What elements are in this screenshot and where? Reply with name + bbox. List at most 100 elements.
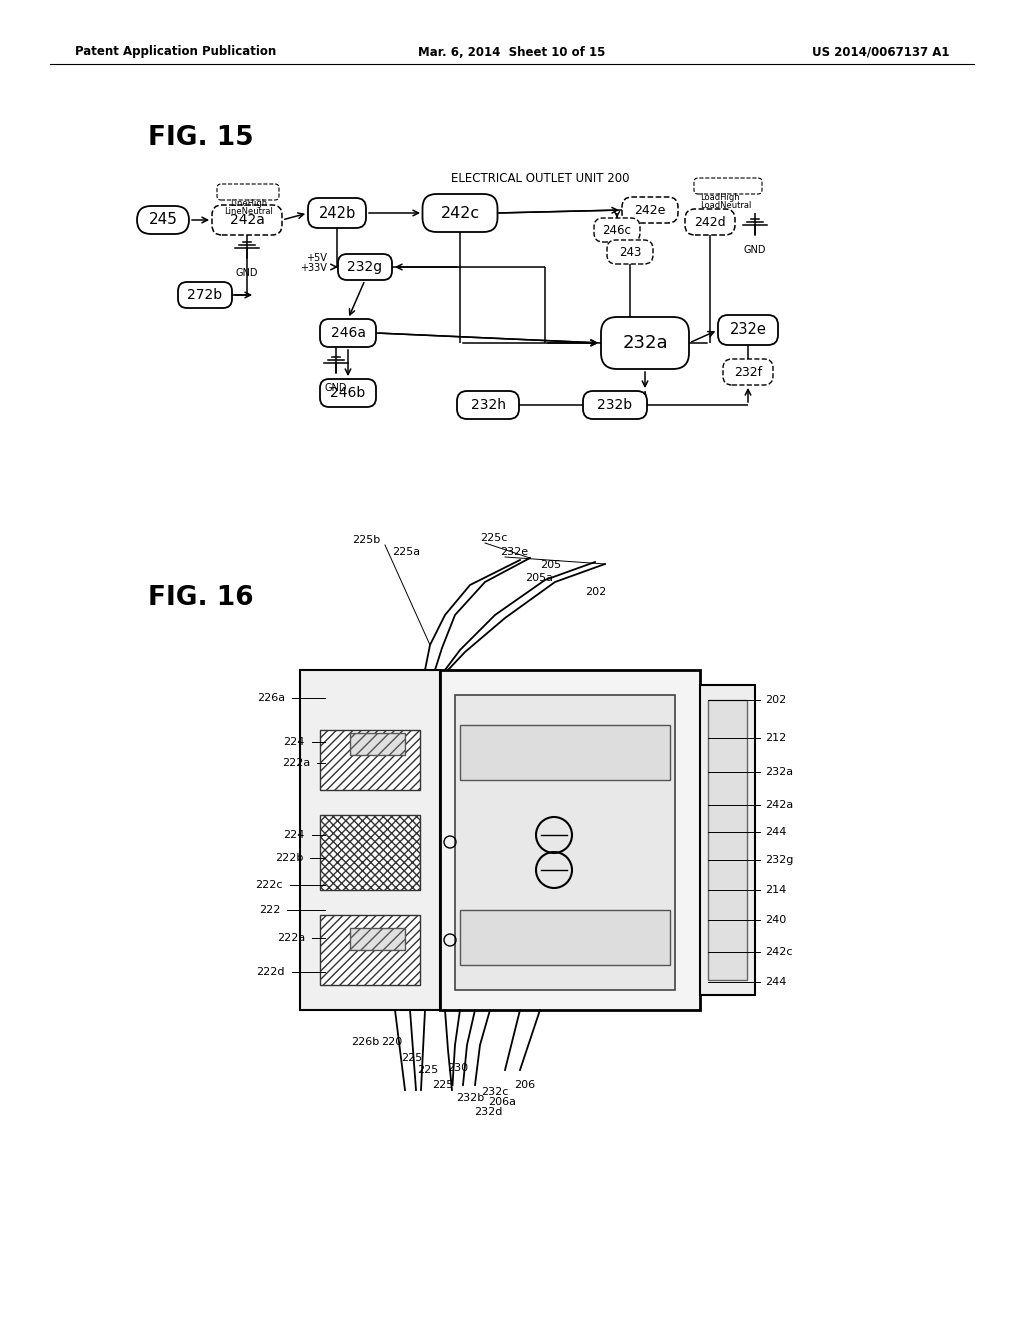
FancyBboxPatch shape xyxy=(694,178,762,194)
FancyBboxPatch shape xyxy=(178,282,232,308)
Text: 202: 202 xyxy=(765,696,786,705)
Text: 242a: 242a xyxy=(229,213,264,227)
FancyBboxPatch shape xyxy=(607,240,653,264)
Text: 224: 224 xyxy=(284,737,305,747)
Bar xyxy=(350,733,406,755)
FancyBboxPatch shape xyxy=(137,206,189,234)
Text: 232b: 232b xyxy=(456,1093,484,1104)
Text: 226b: 226b xyxy=(351,1038,379,1047)
FancyBboxPatch shape xyxy=(308,198,366,228)
Text: 220: 220 xyxy=(381,1038,402,1047)
Text: 222c: 222c xyxy=(256,880,283,890)
Bar xyxy=(460,725,670,780)
Text: 232a: 232a xyxy=(765,767,794,777)
Bar xyxy=(319,814,420,890)
FancyBboxPatch shape xyxy=(723,359,773,385)
Bar xyxy=(460,909,670,965)
Text: 205: 205 xyxy=(540,560,561,570)
Text: 232e: 232e xyxy=(500,546,528,557)
Text: 230: 230 xyxy=(447,1063,469,1073)
Text: 242e: 242e xyxy=(634,203,666,216)
Text: 243: 243 xyxy=(618,246,641,259)
FancyBboxPatch shape xyxy=(338,253,392,280)
Text: 222: 222 xyxy=(259,906,280,915)
FancyBboxPatch shape xyxy=(718,315,778,345)
Text: 225: 225 xyxy=(432,1080,454,1090)
Text: LineNeutral: LineNeutral xyxy=(224,207,273,216)
Text: 232c: 232c xyxy=(481,1086,509,1097)
Text: 202: 202 xyxy=(585,587,606,597)
Bar xyxy=(350,928,406,950)
Text: 225c: 225c xyxy=(480,533,507,543)
Text: 232f: 232f xyxy=(734,366,762,379)
Bar xyxy=(708,700,746,979)
Text: 246c: 246c xyxy=(602,223,632,236)
Text: FIG. 16: FIG. 16 xyxy=(148,585,254,611)
Text: 212: 212 xyxy=(765,733,786,743)
Text: 232d: 232d xyxy=(474,1107,502,1117)
Bar xyxy=(455,696,675,990)
Text: +33V: +33V xyxy=(300,263,327,273)
Text: 242b: 242b xyxy=(318,206,355,220)
Text: 222a: 222a xyxy=(276,933,305,942)
Text: 224: 224 xyxy=(284,830,305,840)
Text: 232g: 232g xyxy=(347,260,383,275)
FancyBboxPatch shape xyxy=(622,197,678,223)
FancyBboxPatch shape xyxy=(601,317,689,370)
Text: 232g: 232g xyxy=(765,855,794,865)
Text: 225: 225 xyxy=(418,1065,438,1074)
FancyBboxPatch shape xyxy=(319,379,376,407)
Text: 244: 244 xyxy=(765,977,786,987)
Text: GND: GND xyxy=(743,246,766,255)
Bar xyxy=(440,671,700,1010)
Text: 242a: 242a xyxy=(765,800,794,810)
Text: 225b: 225b xyxy=(352,535,380,545)
Text: 244: 244 xyxy=(765,828,786,837)
Text: Mar. 6, 2014  Sheet 10 of 15: Mar. 6, 2014 Sheet 10 of 15 xyxy=(419,45,605,58)
Text: 222b: 222b xyxy=(274,853,303,863)
Text: 242c: 242c xyxy=(440,206,479,220)
FancyBboxPatch shape xyxy=(212,205,282,235)
Text: Patent Application Publication: Patent Application Publication xyxy=(75,45,276,58)
Text: US 2014/0067137 A1: US 2014/0067137 A1 xyxy=(812,45,950,58)
Text: LineHigh: LineHigh xyxy=(230,199,267,209)
Text: 214: 214 xyxy=(765,884,786,895)
Text: 246b: 246b xyxy=(331,385,366,400)
FancyBboxPatch shape xyxy=(583,391,647,418)
Text: 242d: 242d xyxy=(694,215,726,228)
Text: 225: 225 xyxy=(401,1053,423,1063)
Bar xyxy=(319,915,420,985)
Text: 232e: 232e xyxy=(729,322,766,338)
Text: 240: 240 xyxy=(765,915,786,925)
Text: 232a: 232a xyxy=(623,334,668,352)
Text: +5V: +5V xyxy=(306,253,327,263)
Text: 246a: 246a xyxy=(331,326,366,341)
Bar xyxy=(300,671,440,1010)
FancyBboxPatch shape xyxy=(217,183,279,201)
FancyBboxPatch shape xyxy=(423,194,498,232)
Text: 272b: 272b xyxy=(187,288,222,302)
Text: 206: 206 xyxy=(514,1080,536,1090)
Text: ELECTRICAL OUTLET UNIT 200: ELECTRICAL OUTLET UNIT 200 xyxy=(451,172,630,185)
Text: 206a: 206a xyxy=(488,1097,516,1107)
Text: 245: 245 xyxy=(148,213,177,227)
Text: 222d: 222d xyxy=(256,968,285,977)
Bar xyxy=(319,730,420,789)
FancyBboxPatch shape xyxy=(457,391,519,418)
Text: LoadNeutral: LoadNeutral xyxy=(700,202,752,210)
Text: 232h: 232h xyxy=(470,399,506,412)
FancyBboxPatch shape xyxy=(319,319,376,347)
Text: 225a: 225a xyxy=(392,546,420,557)
Bar xyxy=(700,685,755,995)
Text: FIG. 15: FIG. 15 xyxy=(148,125,254,150)
Text: 226a: 226a xyxy=(257,693,285,704)
Text: 242c: 242c xyxy=(765,946,793,957)
Text: 232b: 232b xyxy=(597,399,633,412)
FancyBboxPatch shape xyxy=(594,218,640,242)
Text: LoadHigh: LoadHigh xyxy=(700,194,739,202)
FancyBboxPatch shape xyxy=(685,209,735,235)
Text: 222a: 222a xyxy=(282,758,310,768)
Text: 205a: 205a xyxy=(525,573,553,583)
Text: GND: GND xyxy=(236,268,258,279)
Text: GND: GND xyxy=(325,383,347,393)
